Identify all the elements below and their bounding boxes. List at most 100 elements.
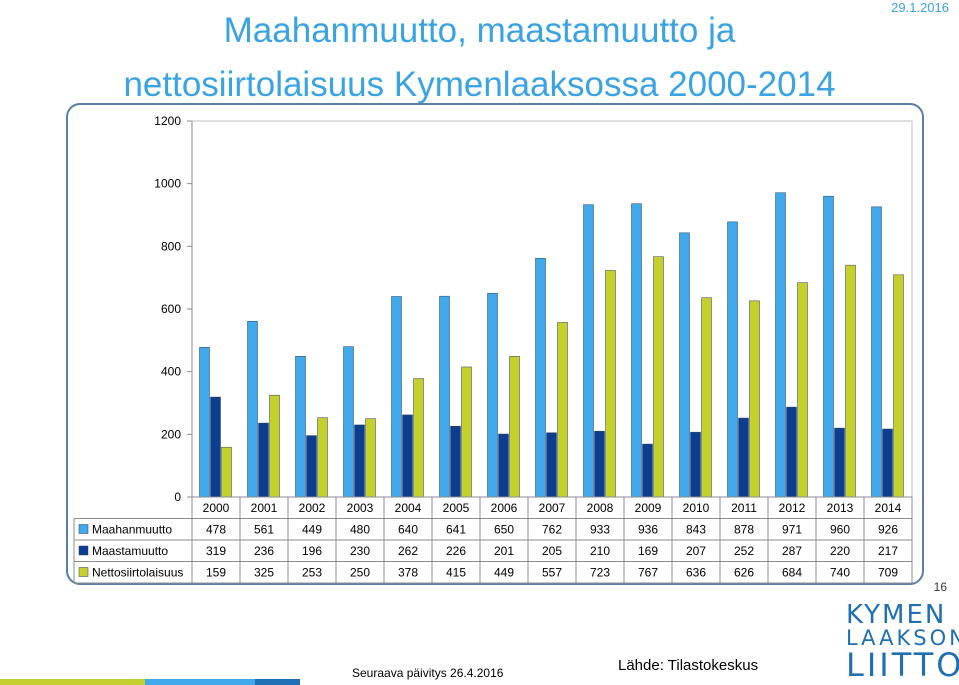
next-update-note: Seuraava päivitys 26.4.2016 [352, 666, 504, 680]
data-label-nettosiirtolaisuus: 449 [494, 566, 514, 580]
data-label-nettosiirtolaisuus: 740 [830, 566, 850, 580]
bar-nettosiirtolaisuus-2006 [509, 356, 520, 498]
bar-maahanmuutto-2008 [583, 204, 594, 498]
bar-maastamuutto-2008 [594, 430, 605, 498]
category-label: 2004 [395, 501, 422, 515]
bar-maastamuutto-2005 [450, 425, 461, 498]
bar-maastamuutto-2006 [498, 433, 509, 498]
bar-maahanmuutto-2012 [775, 192, 786, 498]
title-line-2: nettosiirtolaisuus Kymenlaaksossa 2000-2… [123, 65, 836, 104]
data-label-nettosiirtolaisuus: 378 [398, 566, 418, 580]
title-line-1: Maahanmuutto, maastamuutto ja [223, 11, 736, 50]
bar-maastamuutto-2009 [642, 443, 653, 498]
category-label: 2008 [587, 501, 614, 515]
y-tick-label: 200 [161, 427, 181, 441]
bar-nettosiirtolaisuus-2010 [701, 297, 712, 498]
data-label-maahanmuutto: 650 [494, 523, 514, 537]
category-label: 2005 [443, 501, 470, 515]
y-tick-label: 0 [174, 490, 181, 504]
data-label-maahanmuutto: 480 [350, 523, 370, 537]
data-label-nettosiirtolaisuus: 636 [686, 566, 706, 580]
data-label-maastamuutto: 207 [686, 544, 706, 558]
chart-title: Maahanmuutto, maastamuutto ja nettosiirt… [0, 4, 959, 112]
footer-color-bar [0, 679, 400, 685]
bar-nettosiirtolaisuus-2000 [221, 446, 232, 498]
category-label: 2003 [347, 501, 374, 515]
data-label-nettosiirtolaisuus: 709 [878, 566, 898, 580]
bar-nettosiirtolaisuus-2001 [269, 394, 280, 498]
legend-swatch-nettosiirtolaisuus [78, 567, 89, 577]
legend-label-maahanmuutto: Maahanmuutto [92, 523, 172, 537]
data-label-maahanmuutto: 926 [878, 523, 898, 537]
category-label: 2012 [779, 501, 806, 515]
bar-nettosiirtolaisuus-2003 [365, 418, 376, 498]
bar-maastamuutto-2014 [882, 428, 893, 498]
data-label-maastamuutto: 196 [302, 544, 322, 558]
bar-maahanmuutto-2009 [631, 203, 642, 498]
data-label-nettosiirtolaisuus: 159 [206, 566, 226, 580]
bar-maahanmuutto-2003 [343, 346, 354, 498]
bar-maastamuutto-2013 [834, 427, 845, 498]
kymenlaakson-liitto-logo: KYMEN LAAKSON LIITTO [846, 600, 959, 681]
legend-swatch-maastamuutto [78, 545, 89, 556]
bar-maahanmuutto-2010 [679, 232, 690, 498]
bar-nettosiirtolaisuus-2014 [893, 274, 904, 498]
bar-maahanmuutto-2007 [535, 257, 546, 498]
y-tick-label: 800 [161, 239, 181, 253]
bar-maastamuutto-2001 [258, 422, 269, 498]
bar-maahanmuutto-2014 [871, 206, 882, 498]
bar-nettosiirtolaisuus-2013 [845, 264, 856, 498]
data-label-maastamuutto: 252 [734, 544, 754, 558]
data-label-maastamuutto: 217 [878, 544, 898, 558]
bar-nettosiirtolaisuus-2007 [557, 322, 568, 498]
bar-maahanmuutto-2011 [727, 221, 738, 498]
bar-nettosiirtolaisuus-2009 [653, 256, 664, 498]
bar-maastamuutto-2002 [306, 435, 317, 498]
data-label-maahanmuutto: 878 [734, 523, 754, 537]
data-label-maastamuutto: 319 [206, 544, 226, 558]
bar-maastamuutto-2003 [354, 424, 365, 498]
bar-maahanmuutto-2001 [247, 320, 258, 498]
data-label-maahanmuutto: 762 [542, 523, 562, 537]
data-label-maastamuutto: 210 [590, 544, 610, 558]
category-label: 2011 [731, 501, 757, 515]
legend-swatch-maahanmuutto [78, 524, 89, 534]
data-label-maahanmuutto: 478 [206, 523, 226, 537]
data-label-maastamuutto: 205 [542, 544, 562, 558]
bar-nettosiirtolaisuus-2008 [605, 270, 616, 498]
data-label-maahanmuutto: 640 [398, 523, 418, 537]
data-label-maahanmuutto: 933 [590, 523, 610, 537]
y-tick-label: 1200 [154, 114, 181, 128]
data-label-maahanmuutto: 971 [782, 523, 802, 537]
data-label-nettosiirtolaisuus: 557 [542, 566, 562, 580]
bar-maahanmuutto-2000 [199, 346, 210, 498]
data-label-nettosiirtolaisuus: 684 [782, 566, 802, 580]
logo-line-2: LAAKSON [846, 626, 959, 650]
bar-maastamuutto-2007 [546, 432, 557, 498]
data-label-maastamuutto: 262 [398, 544, 418, 558]
category-label: 2000 [203, 501, 230, 515]
category-label: 2009 [635, 501, 662, 515]
bar-maahanmuutto-2013 [823, 195, 834, 498]
logo-line-1: KYMEN [846, 600, 947, 630]
data-label-maastamuutto: 169 [638, 544, 658, 558]
y-tick-label: 1000 [154, 177, 181, 191]
slide-date: 29.1.2016 [891, 0, 949, 15]
bar-maahanmuutto-2005 [439, 295, 450, 498]
bar-nettosiirtolaisuus-2002 [317, 417, 328, 498]
category-label: 2010 [683, 501, 710, 515]
source-note: Lähde: Tilastokeskus [618, 657, 759, 674]
category-label: 2006 [491, 501, 518, 515]
data-label-nettosiirtolaisuus: 325 [254, 566, 274, 580]
data-label-maahanmuutto: 641 [446, 523, 466, 537]
category-label: 2013 [827, 501, 854, 515]
y-tick-label: 600 [161, 302, 181, 316]
data-label-nettosiirtolaisuus: 250 [350, 566, 370, 580]
bar-maahanmuutto-2004 [391, 296, 402, 498]
data-label-maahanmuutto: 449 [302, 523, 322, 537]
data-label-maastamuutto: 287 [782, 544, 802, 558]
data-label-maastamuutto: 236 [254, 544, 274, 558]
category-label: 2002 [299, 501, 326, 515]
bar-chart: 0 200 400 600 800 1000 1200 2000 2001 2002 2003 200… [73, 114, 913, 584]
bar-nettosiirtolaisuus-2004 [413, 378, 424, 498]
